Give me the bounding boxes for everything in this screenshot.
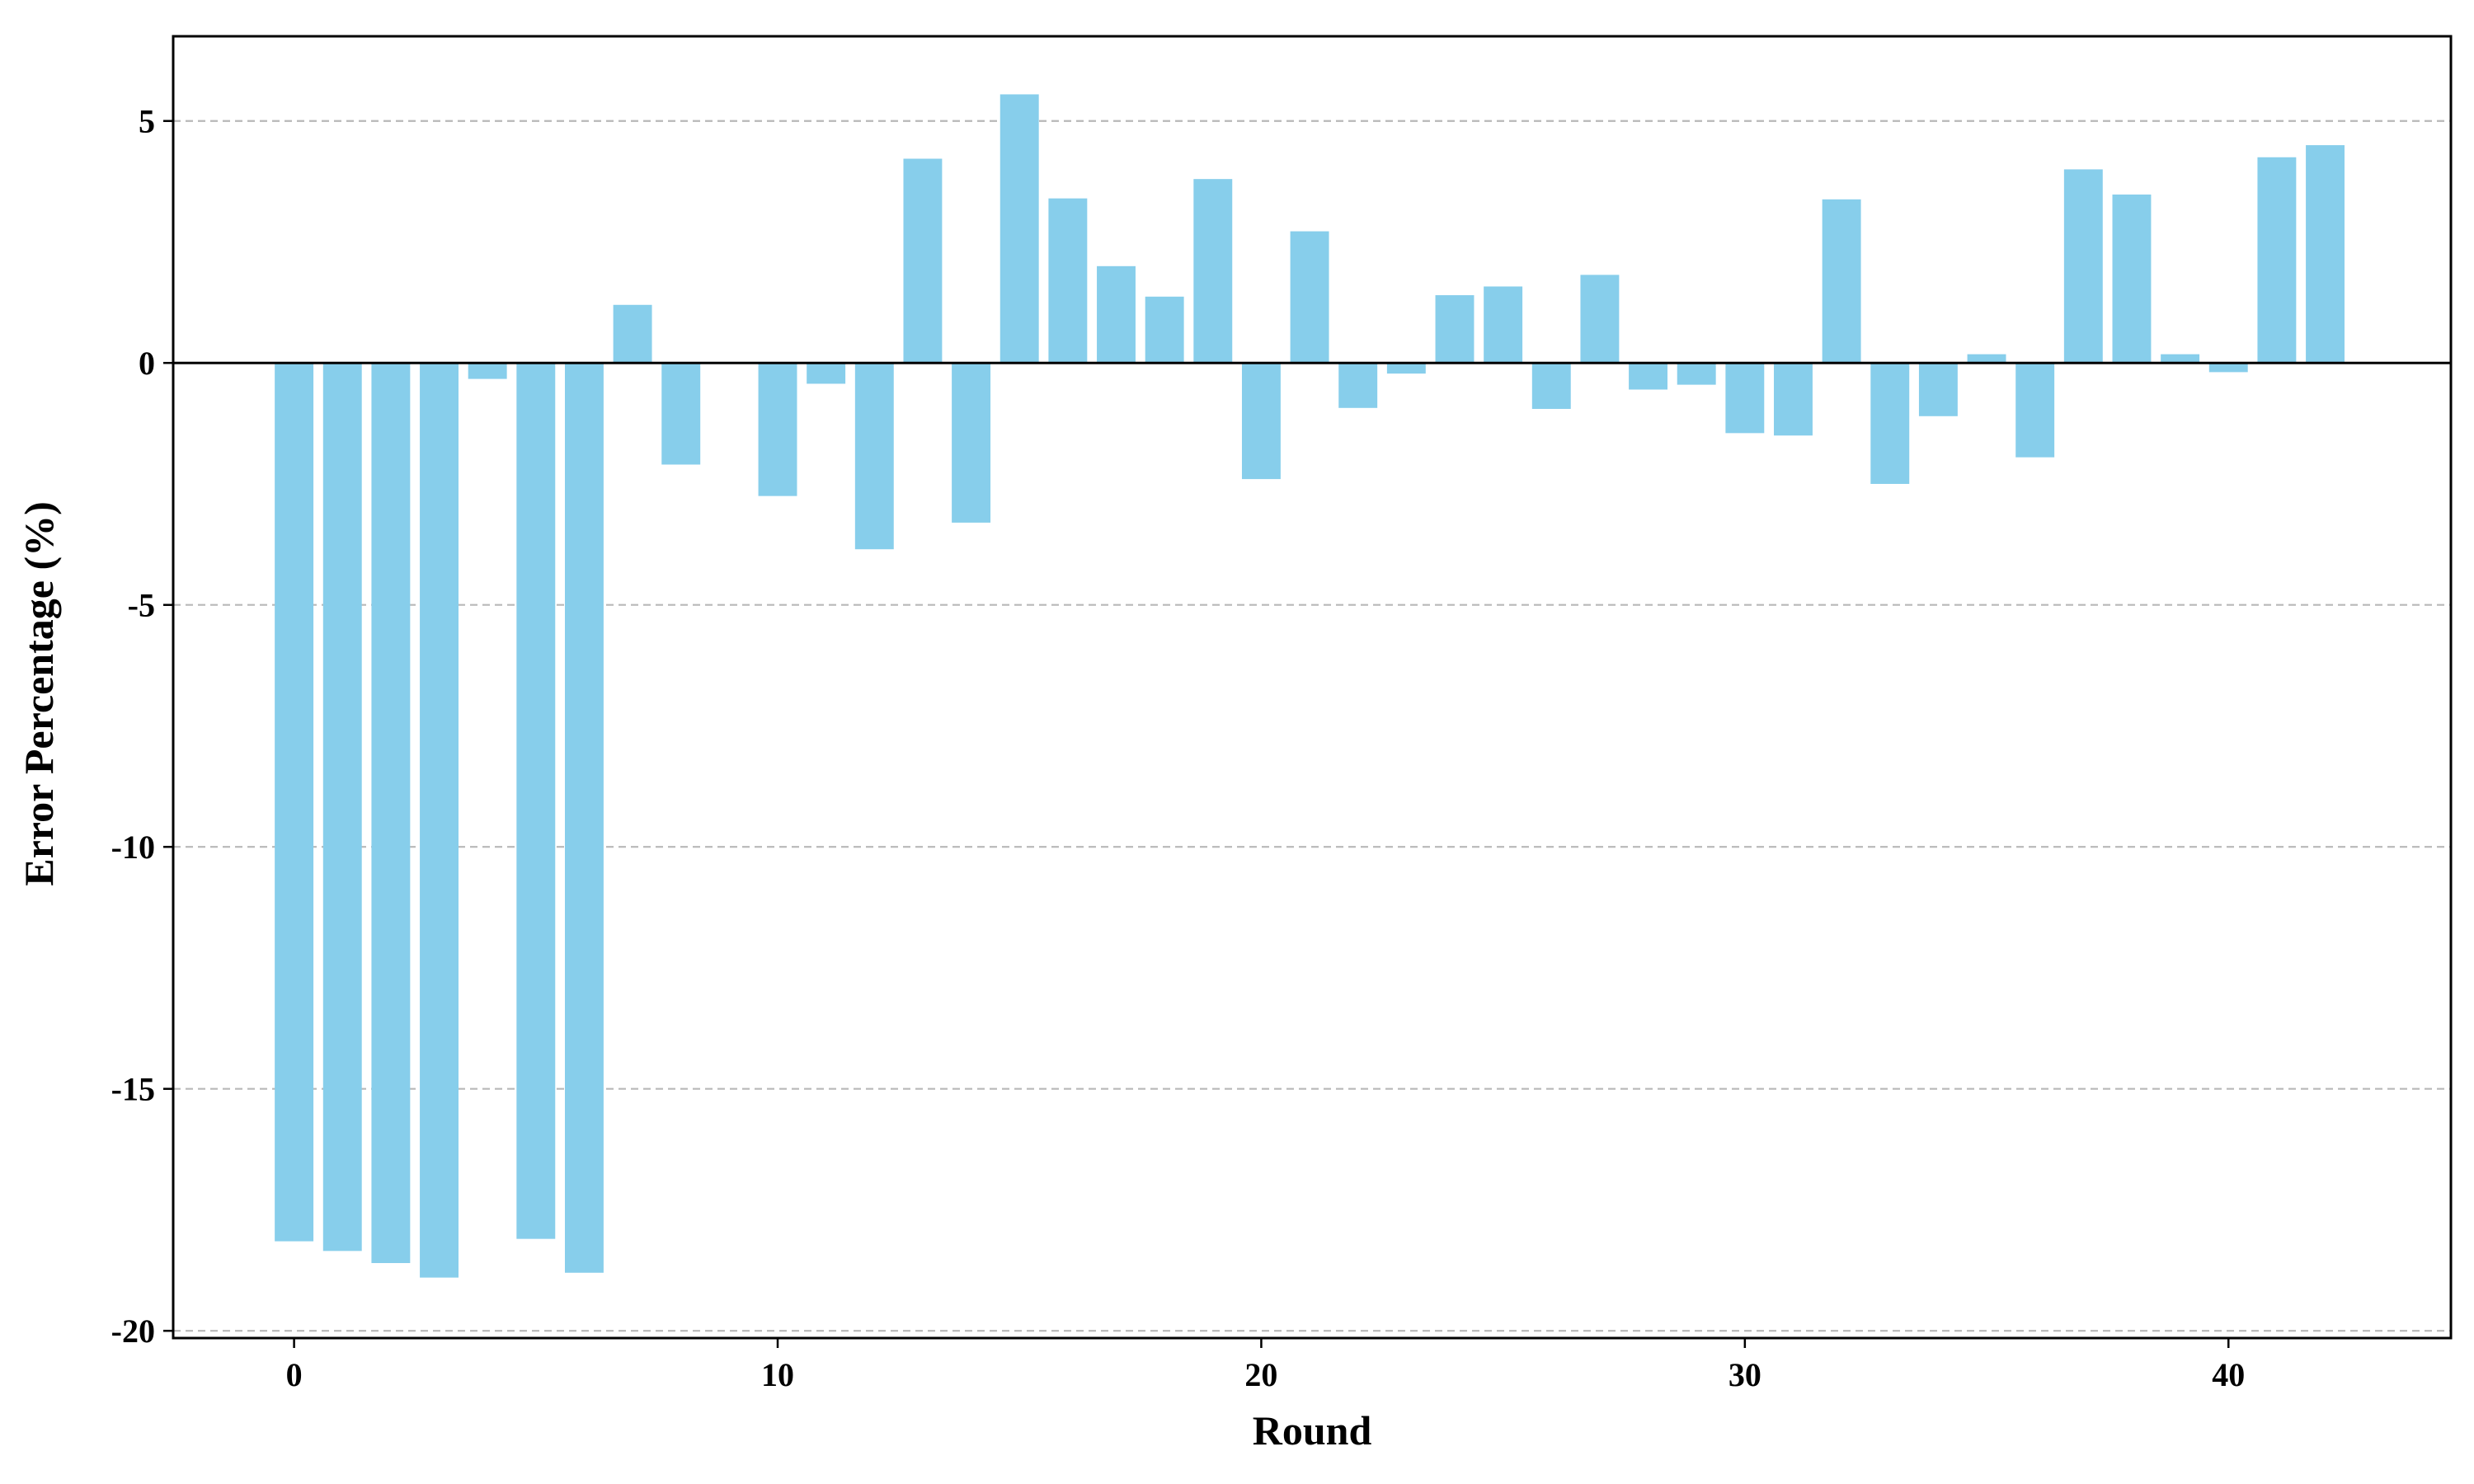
bar	[999, 94, 1039, 364]
x-tick-label: 0	[286, 1356, 303, 1393]
bar	[322, 363, 362, 1252]
bar	[2306, 145, 2345, 364]
bar	[952, 363, 991, 523]
bar	[2208, 363, 2248, 373]
bar	[661, 363, 701, 465]
x-axis-ticks: 0 10 20 30 40	[286, 1338, 2245, 1393]
bar	[1774, 363, 1813, 436]
y-tick-label: 0	[139, 345, 155, 382]
bar	[903, 158, 943, 364]
bar	[468, 363, 507, 379]
bars	[275, 94, 2345, 1278]
x-tick-label: 10	[761, 1356, 794, 1393]
bar	[1725, 363, 1765, 434]
x-tick-label: 40	[2212, 1356, 2245, 1393]
bar	[1484, 286, 1523, 364]
bar	[2161, 354, 2200, 364]
y-tick-label: -10	[111, 829, 155, 866]
x-tick-label: 20	[1244, 1356, 1277, 1393]
bar	[1677, 363, 1716, 385]
bar	[1918, 363, 1958, 416]
bar	[1048, 198, 1088, 364]
bar	[2063, 169, 2103, 364]
bar	[275, 363, 314, 1242]
x-tick-label: 30	[1729, 1356, 1761, 1393]
bar	[1338, 363, 1378, 408]
bar	[758, 363, 797, 496]
bar	[2257, 157, 2297, 364]
axes-frame	[172, 35, 2453, 1340]
bar	[1097, 265, 1136, 364]
bar	[1629, 363, 1668, 390]
bar	[1822, 199, 1861, 364]
y-tick-label: -20	[111, 1313, 155, 1350]
bar	[1290, 231, 1329, 364]
bar	[564, 363, 604, 1273]
gridlines	[173, 120, 2451, 1332]
y-tick-label: -15	[111, 1071, 155, 1108]
y-axis-ticks: 5 0 -5 -10 -15 -20	[111, 103, 173, 1350]
bar	[1435, 295, 1475, 364]
bar	[2112, 194, 2152, 364]
bar	[1531, 363, 1571, 409]
bar	[1193, 179, 1233, 364]
y-axis-title: Error Percentage (%)	[16, 501, 62, 885]
bar	[516, 363, 556, 1239]
bar	[1870, 363, 1910, 484]
bar	[420, 363, 459, 1278]
bar	[1580, 275, 1620, 364]
bar	[1967, 354, 2006, 364]
bar	[1386, 363, 1426, 374]
bar	[1241, 363, 1281, 480]
bar	[2015, 363, 2055, 458]
y-tick-label: -5	[128, 587, 155, 624]
bar	[1145, 296, 1184, 364]
bar	[807, 363, 846, 384]
bar	[371, 363, 411, 1264]
bar	[613, 304, 652, 364]
x-axis-title: Round	[1253, 1407, 1372, 1453]
bar	[854, 363, 894, 550]
y-tick-label: 5	[139, 103, 155, 140]
